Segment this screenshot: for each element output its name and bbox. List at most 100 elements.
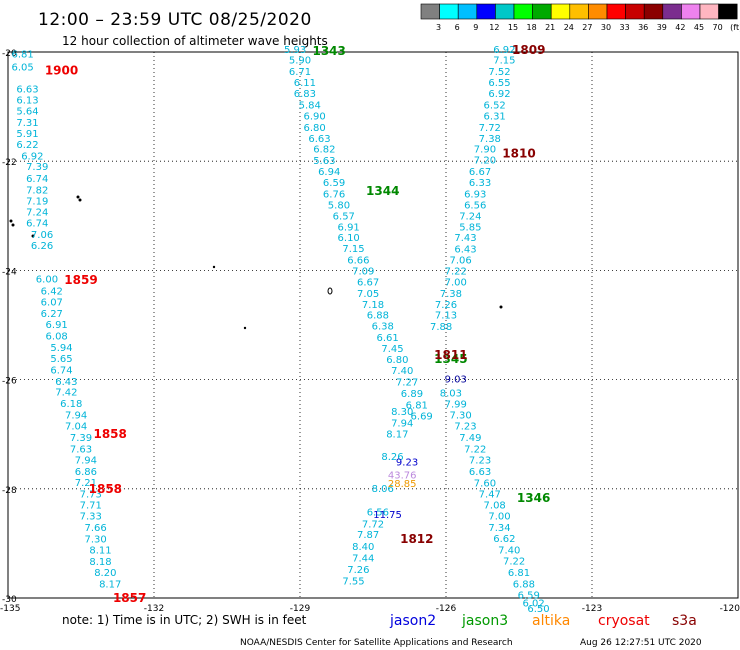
wave-height-value: 8.11 <box>89 545 111 556</box>
wave-height-value: 5.84 <box>299 101 321 112</box>
wave-height-value: 7.08 <box>484 501 506 512</box>
wave-height-value: 7.04 <box>65 422 87 433</box>
color-scale-label: 9 <box>473 23 478 32</box>
color-scale-label: 42 <box>675 23 685 32</box>
wave-height-value: 5.64 <box>16 107 38 118</box>
wave-height-value: 7.44 <box>352 554 374 565</box>
wave-height-value: 5.94 <box>50 343 72 354</box>
wave-height-value: 6.33 <box>469 178 491 189</box>
wave-height-value: 6.74 <box>26 218 48 229</box>
pass-labels: 1900 1859 1858 1858 1857 1343 1344 1345 1346 1809… <box>45 43 550 605</box>
color-scale-label: 30 <box>601 23 611 32</box>
wave-height-value: 7.00 <box>488 512 510 523</box>
wave-height-value: 7.40 <box>498 545 520 556</box>
wave-height-value: 6.05 <box>11 62 33 73</box>
wave-height-value: 8.26 <box>381 452 403 463</box>
wave-height-value: 7.15 <box>342 244 364 255</box>
color-scale-label: 70 <box>713 23 723 32</box>
wave-height-value: 7.19 <box>26 197 48 208</box>
wave-height-value: 7.06 <box>31 230 53 241</box>
wave-height-value: 7.87 <box>357 530 379 541</box>
wave-height-value: 7.38 <box>440 289 462 300</box>
x-tick-label: -126 <box>436 604 457 614</box>
color-swatch <box>699 3 719 20</box>
y-tick-label: -26 <box>2 377 17 387</box>
color-scale-label: 45 <box>694 23 704 32</box>
page-subtitle: 12 hour collection of altimeter wave hei… <box>62 34 328 48</box>
x-tick-label: -132 <box>144 604 164 614</box>
wave-height-value: 5.80 <box>328 200 350 211</box>
color-scale-label: 39 <box>657 23 667 32</box>
color-scale-label: 15 <box>508 23 518 32</box>
color-scale-label: 21 <box>545 23 555 32</box>
pass-time-label: 1900 <box>45 64 78 78</box>
wave-height-value: 7.47 <box>479 489 501 500</box>
pass-time-label: 1858 <box>89 482 122 496</box>
wave-height-value: 7.66 <box>84 523 106 534</box>
color-scale-label: 24 <box>564 23 574 32</box>
satellite-s3a: s3a <box>672 613 697 629</box>
y-tick-label: -24 <box>2 267 17 277</box>
pass-time-label: 1809 <box>512 43 545 57</box>
wave-height-value: 6.38 <box>372 322 394 333</box>
island-dot <box>78 198 82 202</box>
wave-height-value: 7.18 <box>362 300 384 311</box>
wave-height-value: 7.94 <box>75 455 97 466</box>
wave-height-value: 6.80 <box>303 123 325 134</box>
wave-height-value: 6.90 <box>303 111 325 122</box>
wave-height-value: 7.88 <box>430 322 452 333</box>
wave-height-value: 7.60 <box>474 478 496 489</box>
axis-ticks: -135 -132 -129 -126 -123 -120 -20 -22 -24 -26 -28 -… <box>0 49 740 614</box>
wave-height-value: 9.03 <box>445 375 467 386</box>
wave-height-value: 7.22 <box>464 444 486 455</box>
wave-height-value: 7.63 <box>70 444 92 455</box>
wave-height-value: 6.92 <box>488 89 510 100</box>
satellite-jason2: jason2 <box>389 613 436 629</box>
wave-height-value: 7.94 <box>391 418 413 429</box>
wave-height-value: 7.27 <box>396 377 418 388</box>
color-swatch <box>625 3 645 20</box>
wave-height-value: 8.18 <box>89 557 111 568</box>
wave-height-value: 43.76 <box>388 471 417 482</box>
wave-height-value: 7.13 <box>435 311 457 322</box>
island-dot <box>499 305 503 309</box>
wave-height-value: 6.91 <box>338 222 360 233</box>
color-scale-label: 18 <box>527 23 537 32</box>
wave-height-value: 6.82 <box>313 145 335 156</box>
wave-height-value: 7.23 <box>454 422 476 433</box>
color-scale-label: 12 <box>489 23 499 32</box>
wave-height-value: 5.91 <box>16 129 38 140</box>
plot-frame <box>7 51 739 599</box>
color-scale-label: 33 <box>620 23 630 32</box>
wave-height-value: 6.59 <box>323 178 345 189</box>
wave-height-value: 6.43 <box>454 245 476 256</box>
color-swatch <box>643 3 664 20</box>
color-swatch <box>495 3 515 20</box>
wave-height-value: 6.18 <box>60 399 82 410</box>
timestamp-text: Aug 26 12:27:51 UTC 2020 <box>580 638 702 648</box>
wave-height-value: 6.02 <box>522 598 544 609</box>
wave-height-value: 5.65 <box>50 354 72 365</box>
wave-height-value: 6.67 <box>357 277 379 288</box>
wave-height-value: 5.63 <box>313 156 335 167</box>
island-dot <box>11 223 15 227</box>
wave-height-value: 6.43 <box>55 377 77 388</box>
wave-height-value: 7.42 <box>55 388 77 399</box>
wave-height-value: 7.52 <box>488 67 510 78</box>
wave-height-value: 7.94 <box>65 411 87 422</box>
wave-height-value: 7.43 <box>454 233 476 244</box>
wave-height-value: 7.55 <box>342 577 364 588</box>
wave-height-value: 6.74 <box>50 365 72 376</box>
color-swatch <box>681 3 701 20</box>
wave-height-value: 7.23 <box>469 455 491 466</box>
color-swatch <box>420 3 440 20</box>
pass-time-label: 1810 <box>502 147 535 161</box>
wave-height-value: 6.22 <box>16 140 38 151</box>
wave-height-value: 6.92 <box>21 151 43 162</box>
wave-height-value: 6.61 <box>376 333 398 344</box>
color-swatch <box>550 3 571 20</box>
wave-height-value: 6.52 <box>484 101 506 112</box>
y-tick-label: -22 <box>2 158 17 168</box>
wave-height-value: 7.30 <box>84 535 106 546</box>
